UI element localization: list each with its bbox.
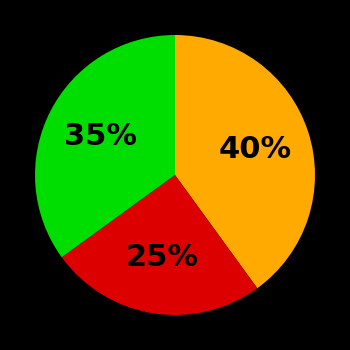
Wedge shape [35, 35, 175, 257]
Text: 40%: 40% [218, 134, 292, 163]
Text: 35%: 35% [64, 122, 136, 151]
Wedge shape [175, 35, 315, 288]
Wedge shape [62, 175, 257, 315]
Text: 25%: 25% [125, 244, 198, 272]
